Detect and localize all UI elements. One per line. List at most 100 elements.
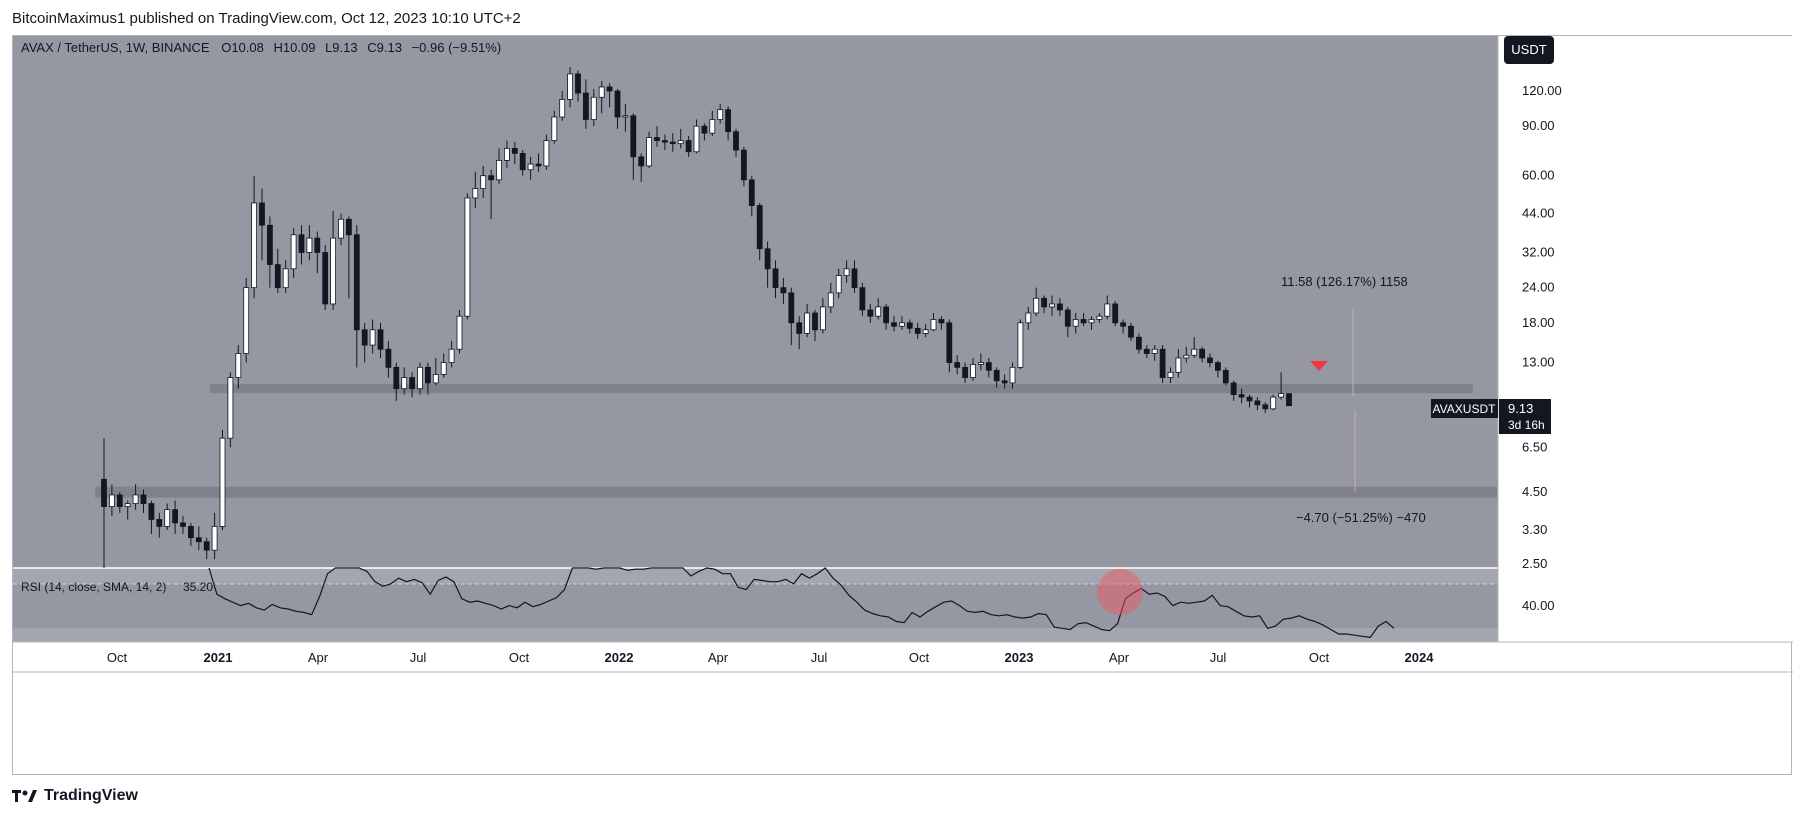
candle-body-down bbox=[156, 519, 163, 527]
candle bbox=[638, 153, 645, 182]
measure-up-label: 11.58 (126.17%) 1158 bbox=[1281, 274, 1408, 289]
legend-close: 9.13 bbox=[377, 40, 402, 55]
candle-body-down bbox=[259, 202, 265, 226]
candle-body-down bbox=[148, 503, 155, 520]
candle-body-down bbox=[906, 322, 913, 329]
candle-body-down bbox=[322, 252, 329, 305]
candle bbox=[282, 260, 289, 293]
time-tick-label: Jul bbox=[410, 650, 427, 665]
candle bbox=[827, 282, 834, 314]
candle bbox=[1057, 298, 1063, 317]
candle-body-down bbox=[298, 234, 305, 253]
candle-body-down bbox=[274, 264, 281, 289]
candle bbox=[409, 372, 416, 398]
candle bbox=[480, 165, 487, 198]
candle-body-down bbox=[266, 224, 273, 265]
candle-body-up bbox=[417, 366, 423, 390]
candle-body-down bbox=[859, 287, 866, 311]
main-pane bbox=[13, 36, 1498, 568]
horizontal-zone bbox=[95, 486, 1497, 498]
symbol-legend: AVAX / TetherUS, 1W, BINANCE O10.08 H10.… bbox=[21, 40, 501, 55]
candle-body-down bbox=[1238, 394, 1245, 398]
candle-body-up bbox=[330, 237, 337, 305]
candle bbox=[330, 210, 337, 310]
price-tick-label: 3.30 bbox=[1522, 522, 1547, 537]
candle-body-down bbox=[962, 366, 968, 378]
candle-body-up bbox=[590, 96, 597, 120]
candle-body-up bbox=[306, 237, 313, 253]
candle bbox=[733, 128, 739, 157]
price-tick-label: 32.00 bbox=[1522, 244, 1555, 259]
rsi-highlight-circle bbox=[1097, 569, 1143, 615]
candle-body-down bbox=[1120, 322, 1126, 327]
candle bbox=[353, 225, 360, 368]
candle-body-up bbox=[527, 163, 534, 171]
candle-body-down bbox=[1041, 297, 1047, 308]
candle bbox=[290, 228, 297, 278]
candle-body-up bbox=[804, 312, 810, 334]
candle bbox=[954, 355, 961, 375]
rsi-series bbox=[208, 567, 1395, 639]
candle bbox=[1017, 319, 1024, 370]
price-tick-label: 18.00 bbox=[1522, 315, 1555, 330]
candle bbox=[1167, 367, 1174, 383]
candle bbox=[709, 110, 716, 137]
candle-body-up bbox=[1033, 297, 1040, 314]
candle-body-up bbox=[290, 234, 297, 270]
candle-body-up bbox=[164, 509, 171, 527]
candle-body-up bbox=[543, 140, 550, 167]
candle-body-down bbox=[1246, 396, 1253, 402]
candle bbox=[622, 103, 629, 132]
candle bbox=[725, 106, 731, 141]
candle-body-down bbox=[733, 131, 739, 151]
candle-body-up bbox=[1270, 396, 1277, 410]
candle bbox=[259, 188, 265, 261]
candle-body-up bbox=[567, 73, 573, 100]
candle bbox=[1246, 394, 1253, 408]
candle bbox=[235, 345, 242, 389]
candle bbox=[891, 316, 897, 332]
candle-body-down bbox=[1286, 393, 1292, 407]
candle-body-up bbox=[124, 503, 131, 507]
candle bbox=[993, 367, 1000, 388]
candle-body-down bbox=[614, 90, 621, 118]
candle-body-up bbox=[338, 218, 344, 239]
candle bbox=[1159, 345, 1166, 383]
candle bbox=[377, 322, 384, 358]
candle-body-up bbox=[559, 99, 566, 118]
candle-body-down bbox=[583, 92, 589, 120]
candle bbox=[741, 146, 747, 187]
legend-high: 10.09 bbox=[283, 40, 316, 55]
candle bbox=[780, 277, 787, 304]
candle bbox=[1143, 345, 1150, 358]
candle-body-up bbox=[464, 197, 471, 317]
candle bbox=[401, 367, 408, 395]
candle bbox=[338, 213, 344, 246]
price-chart[interactable]: 120.00 90.00 60.00 44.00 32.00 24.00 18.00 13.0… bbox=[13, 36, 1793, 776]
candle-body-up bbox=[401, 377, 408, 390]
candle bbox=[851, 260, 858, 293]
candle bbox=[646, 131, 652, 168]
candle bbox=[970, 357, 976, 381]
candle-body-down bbox=[519, 153, 526, 171]
candle-body-down bbox=[914, 327, 921, 334]
candle-body-down bbox=[1254, 400, 1261, 406]
candle-body-down bbox=[1143, 348, 1150, 354]
chart-frame[interactable]: 120.00 90.00 60.00 44.00 32.00 24.00 18.00 13.0… bbox=[12, 35, 1793, 776]
candle-body-up bbox=[235, 353, 242, 378]
candle-body-up bbox=[930, 319, 937, 331]
candle bbox=[1064, 306, 1071, 338]
candle bbox=[496, 148, 502, 185]
candle-body-down bbox=[511, 148, 518, 154]
candle bbox=[116, 492, 123, 513]
candle bbox=[1199, 346, 1205, 363]
candle bbox=[812, 309, 818, 342]
candle bbox=[203, 537, 210, 560]
candle-body-down bbox=[203, 541, 210, 551]
candle-body-up bbox=[440, 362, 447, 375]
candle-body-up bbox=[448, 348, 455, 363]
candle bbox=[132, 484, 139, 510]
candle bbox=[867, 303, 874, 323]
currency-button[interactable]: USDT bbox=[1504, 36, 1554, 64]
candle-body-up bbox=[369, 329, 376, 346]
